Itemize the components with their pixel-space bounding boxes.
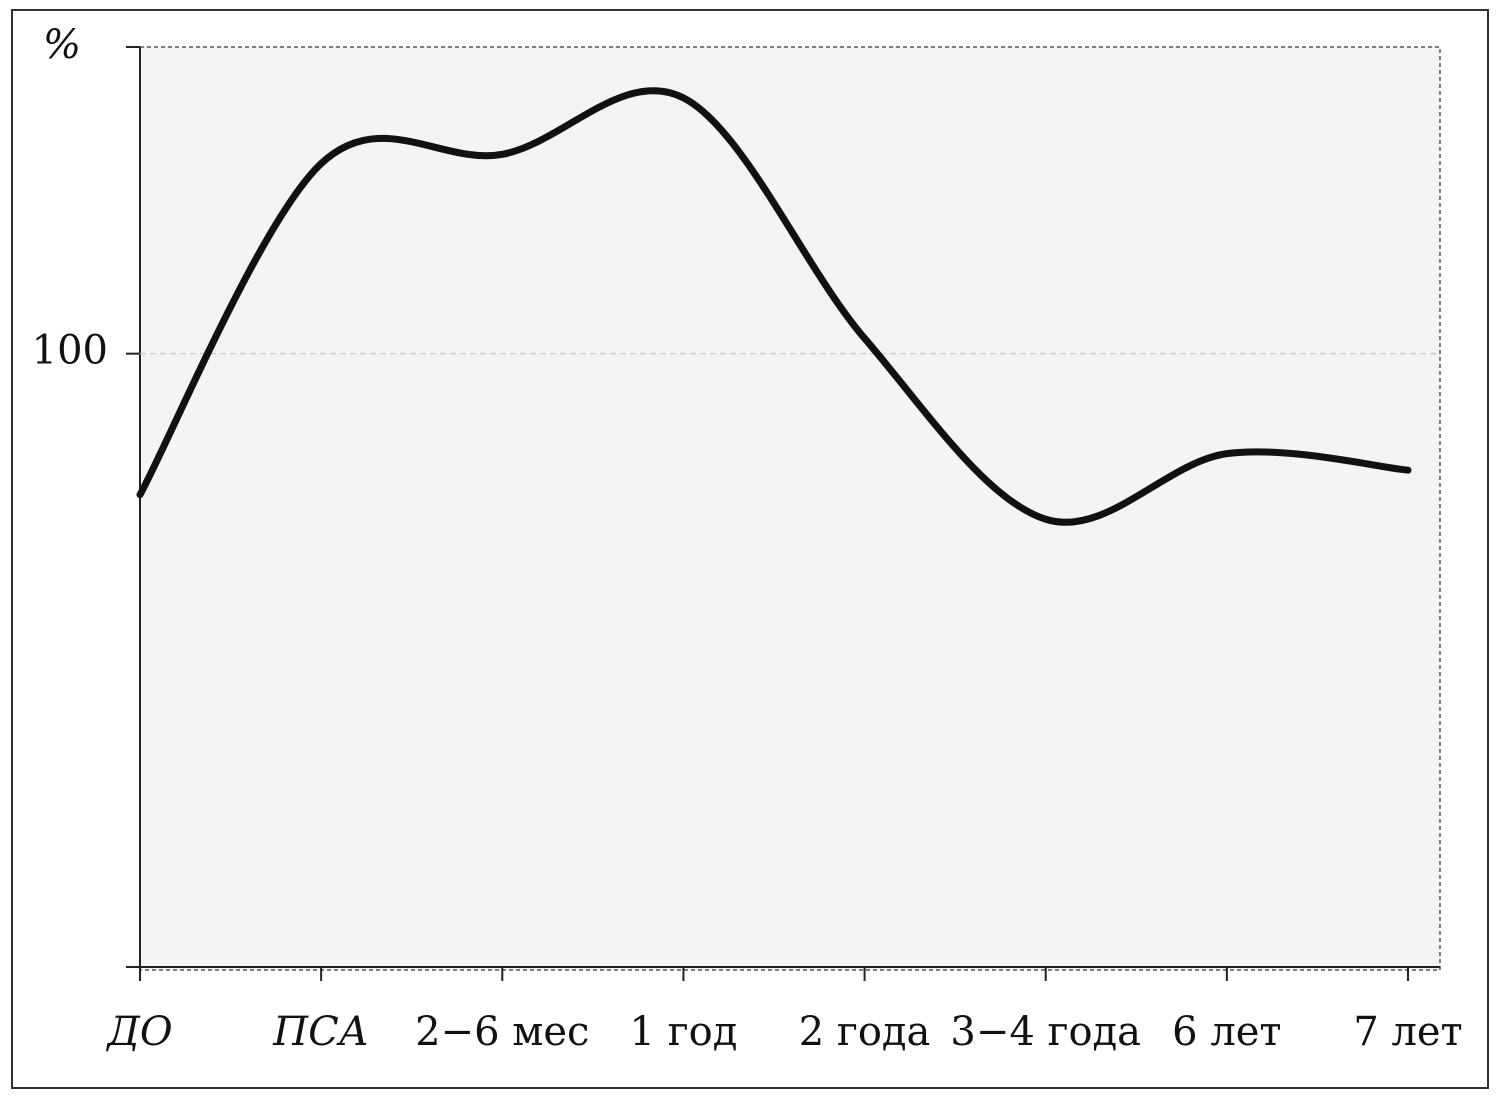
x-tick-label: ПСА <box>272 1009 369 1055</box>
x-tick-label: 3−4 года <box>950 1009 1141 1055</box>
y-tick-label: 100 <box>32 328 108 374</box>
y-axis-label: % <box>43 22 81 68</box>
x-tick-label: 1 год <box>630 1009 738 1055</box>
outer-frame <box>11 9 1489 1089</box>
x-tick-label: ДО <box>105 1009 172 1055</box>
data-line <box>136 87 1412 526</box>
x-tick-label: 2 года <box>799 1009 931 1055</box>
x-tick-label: 7 лет <box>1353 1009 1462 1055</box>
plot-area <box>139 46 1441 971</box>
x-tick-label: 6 лет <box>1172 1009 1281 1055</box>
x-tick-label: 2−6 мес <box>415 1009 589 1055</box>
